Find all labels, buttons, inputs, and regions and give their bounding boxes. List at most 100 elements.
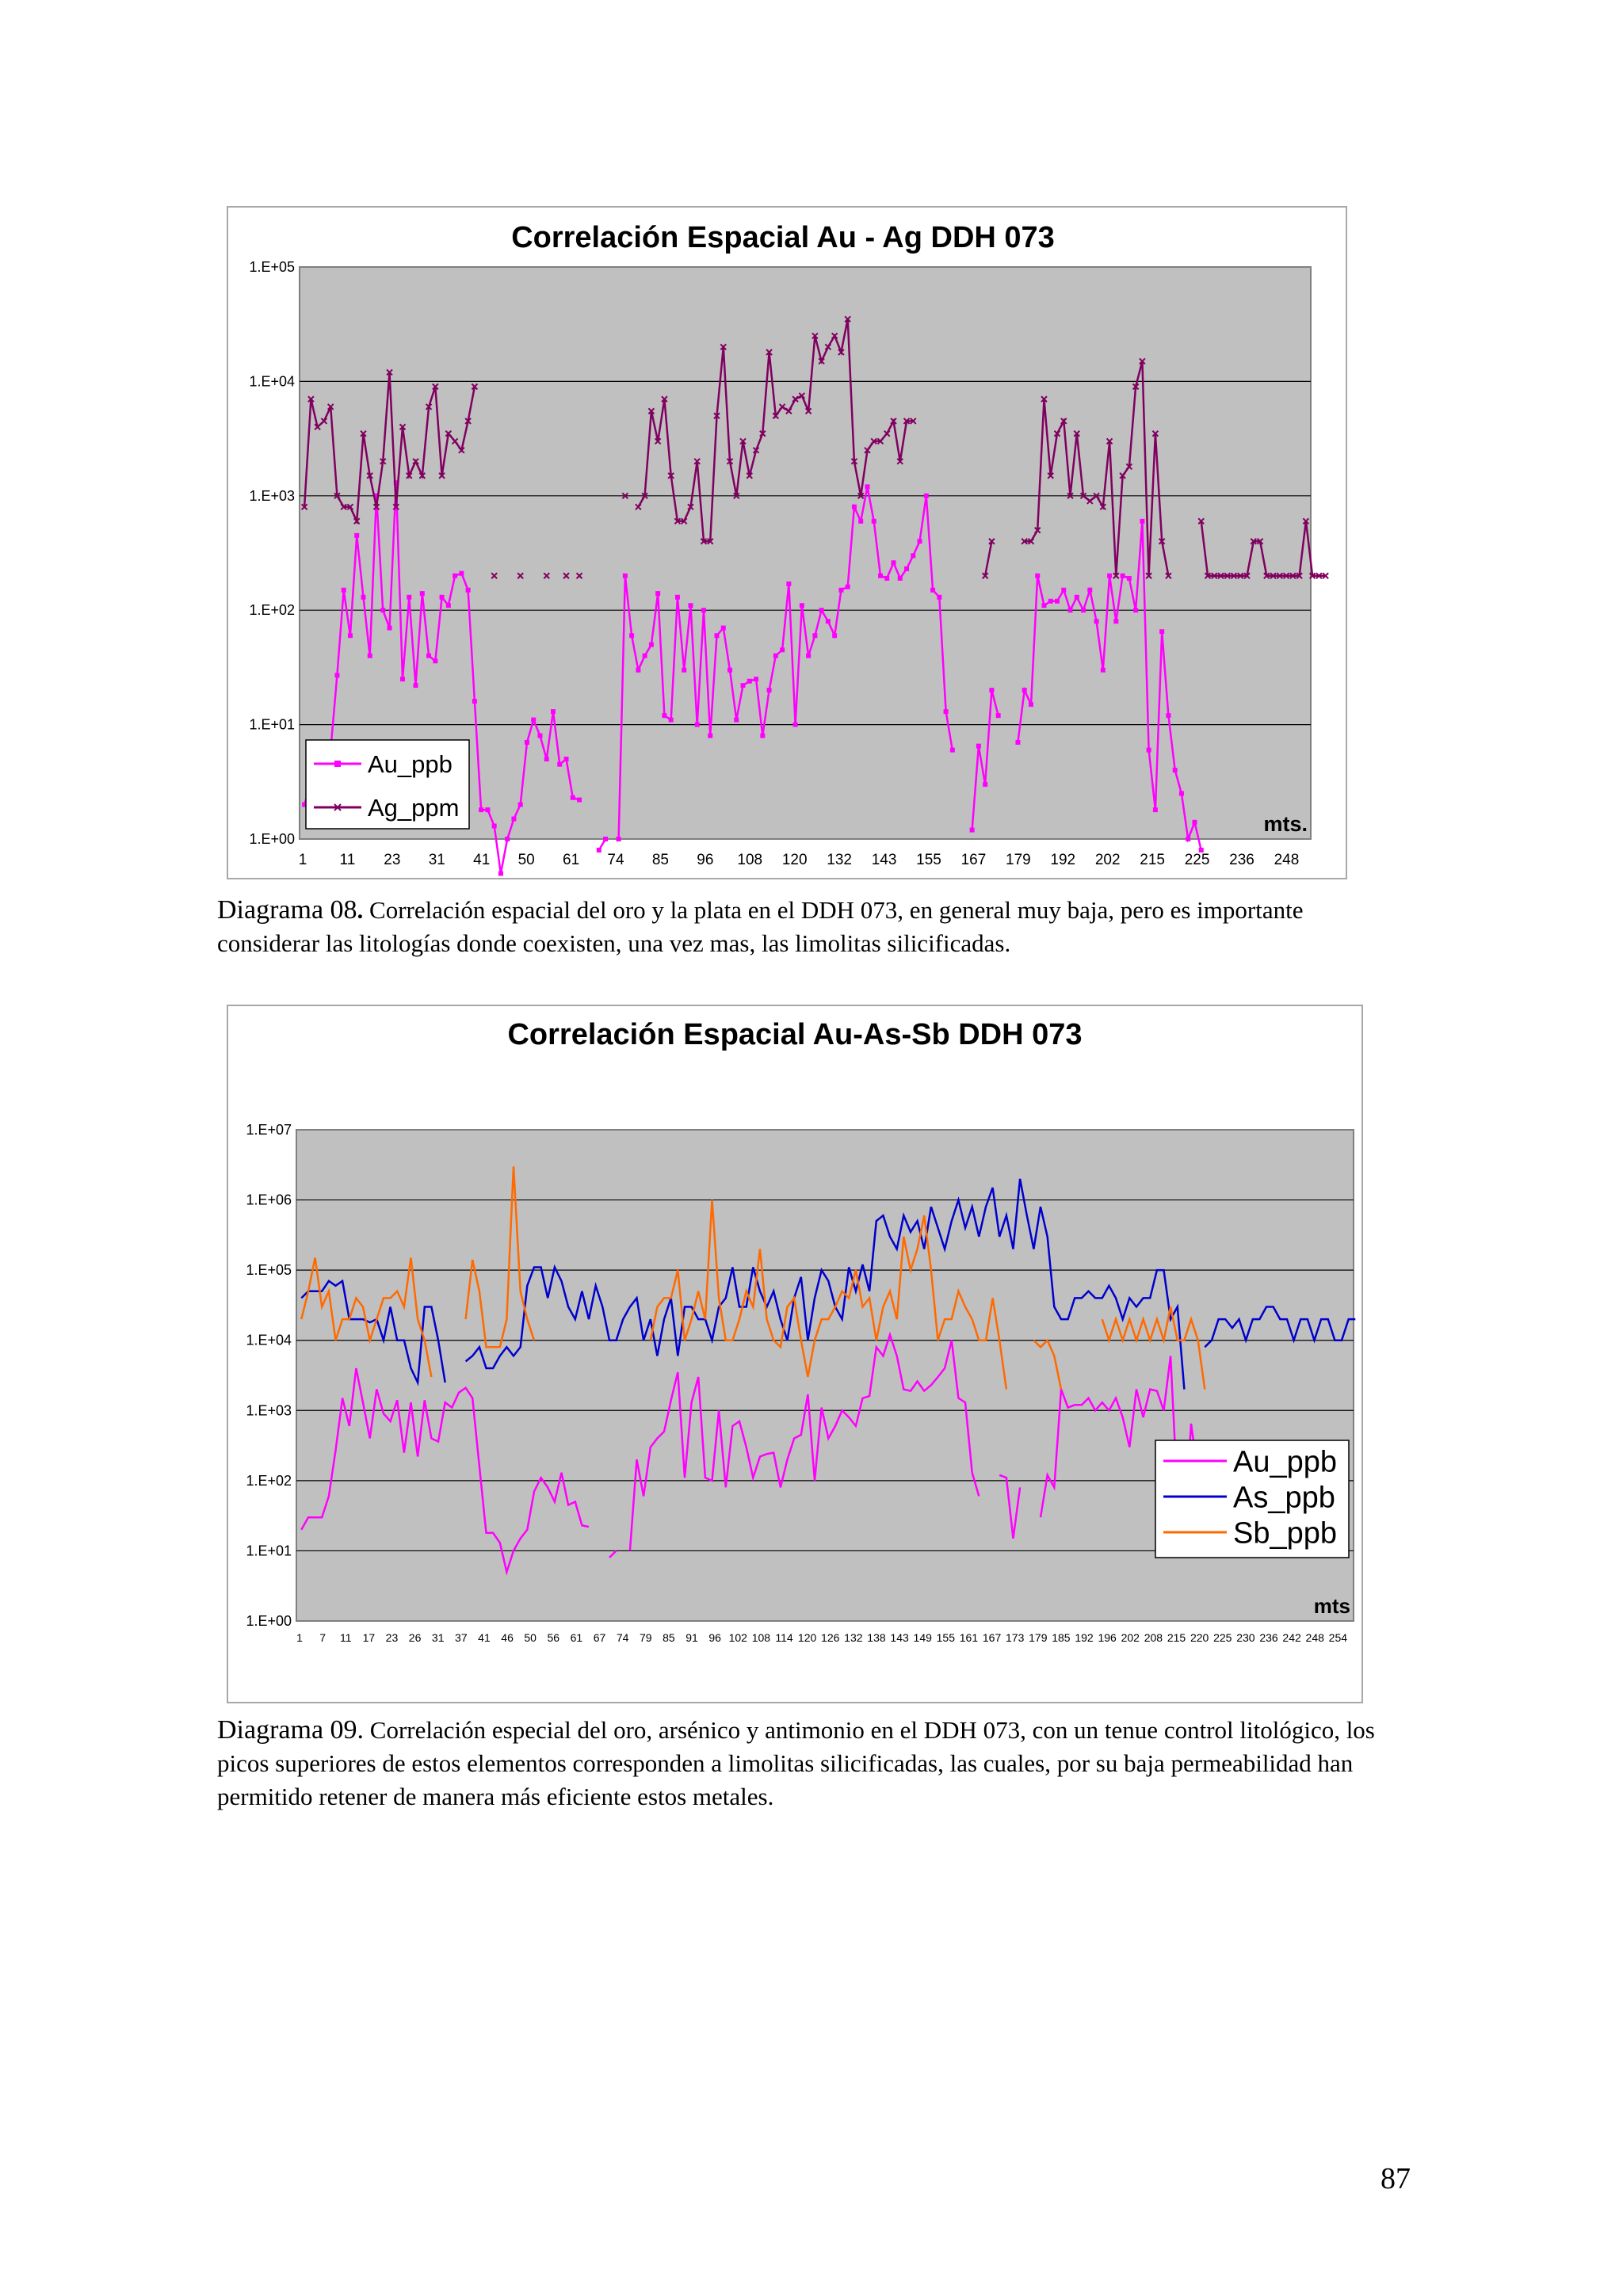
x-tick-label: 225 [1213,1631,1232,1644]
data-point [1322,572,1329,579]
x-tick-label: 167 [961,852,987,868]
data-point [491,572,498,579]
x-tick-label: 85 [663,1631,675,1644]
series-line [609,1550,617,1558]
caption-09-text: Correlación especial del oro, arsénico y… [217,1716,1375,1810]
x-tick-label: 1 [299,852,307,868]
series-line [649,1199,1008,1390]
x-tick-label: 79 [640,1631,652,1644]
x-tick-label: 248 [1306,1631,1325,1644]
series-line [983,541,993,576]
data-point [575,572,583,579]
y-tick-label: 1.E+02 [246,1473,292,1489]
series-line [300,1279,446,1386]
data-point [563,572,570,579]
series-line [300,1367,590,1576]
y-tick-label: 1.E+03 [246,1402,292,1418]
x-tick-label: 220 [1190,1631,1209,1644]
series-line [1024,360,1170,576]
x-tick-label: 225 [1185,852,1210,868]
x-tick-label: 108 [737,852,762,868]
data-point [988,538,995,545]
x-tick-label: 155 [937,1631,956,1644]
x-tick-label: 56 [548,1631,560,1644]
series-Sb_ppb [300,1166,1206,1390]
x-tick-label: 173 [1006,1631,1025,1644]
x-tick-label: 179 [1029,1631,1048,1644]
x-tick-label: 185 [1052,1631,1071,1644]
caption-diagram-08: Diagrama 08. Correlación espacial del or… [217,894,1406,960]
x-tick-label: 74 [617,1631,629,1644]
series-line [464,1166,536,1348]
x-tick-label: 91 [685,1631,698,1644]
legend: Au_ppb Ag_ppm [305,739,470,830]
chart-au-as-sb-svg: Correlación Espacial Au-As-Sb DDH 073 1.E… [246,1018,1356,1644]
x-tick-label: 132 [827,852,852,868]
x-tick-label: 46 [501,1631,514,1644]
caption-08-text: Correlación espacial del oro y la plata … [217,896,1304,957]
x-tick-label: 179 [1006,852,1031,868]
series-Au_ppb [302,480,1204,876]
series-line [303,372,476,525]
x-tick-label: 7 [319,1631,326,1644]
x-tick-label: 31 [432,1631,445,1644]
x-tick-label: 85 [652,852,669,868]
legend-label: As_ppb [1233,1482,1335,1515]
data-point [981,572,989,579]
chart-au-as-sb: Correlación Espacial Au-As-Sb DDH 073 1.E… [227,1005,1363,1703]
data-point [517,572,524,579]
y-tick-label: 1.E+04 [246,1333,292,1348]
y-tick-label: 1.E+03 [249,488,295,504]
data-point [1021,538,1028,545]
x-tick-label: 126 [821,1631,840,1644]
legend-label: Ag_ppm [368,794,459,822]
y-tick-label: 1.E+01 [246,1543,292,1558]
x-tick-label: 143 [872,852,897,868]
chart-au-ag-svg: Correlación Espacial Au - Ag DDH 073 1.E+… [249,221,1329,876]
series-line [303,482,580,874]
data-point [543,572,550,579]
x-tick-label: 161 [960,1631,979,1644]
x-tick-label: 208 [1144,1631,1163,1644]
x-tick-label: 61 [571,1631,583,1644]
data-point [1165,572,1172,579]
y-tick-label: 1.E+05 [249,259,295,275]
x-tick-label: 26 [409,1631,422,1644]
x-tick-label: 202 [1121,1631,1140,1644]
y-tick-label: 1.E+05 [246,1262,292,1278]
x-tick-label: 41 [478,1631,491,1644]
series-line [300,1257,433,1378]
x-tick-label: 31 [429,852,445,868]
x-tick-label: 155 [916,852,941,868]
x-tick-label: 11 [340,852,356,868]
x-tick-label: 242 [1282,1631,1301,1644]
series-line [637,318,914,543]
x-tick-label: 167 [983,1631,1002,1644]
series-line [1204,1306,1356,1348]
x-tick-label: 1 [296,1631,303,1644]
data-point [577,797,582,803]
y-tick-label: 1.E+04 [249,373,295,389]
caption-08-dot: . [357,896,364,924]
x-tick-label: 215 [1140,852,1165,868]
y-tick-label: 1.E+01 [249,717,295,733]
x-tick-label: 114 [775,1631,793,1644]
caption-09-lead: Diagrama 09. [217,1715,365,1745]
y-tick-label: 1.E+07 [246,1122,292,1138]
x-tick-label: 96 [708,1631,721,1644]
caption-diagram-09: Diagrama 09. Correlación especial del or… [217,1714,1406,1814]
caption-08-lead: Diagrama 08 [217,895,357,925]
x-tick-label: 120 [782,852,808,868]
x-tick-label: 61 [563,852,579,868]
x-tick-label: 37 [455,1631,468,1644]
series-line [1101,1306,1206,1390]
x-tick-label: 138 [867,1631,886,1644]
legend-label: Au_ppb [1233,1446,1337,1479]
y-tick-label: 1.E+06 [246,1192,292,1208]
page-number: 87 [1381,2162,1411,2195]
x-tick-label: 230 [1236,1631,1255,1644]
x-tick-label: 236 [1259,1631,1278,1644]
x-tick-label: 50 [524,1631,537,1644]
x-tick-label: 23 [384,852,400,868]
